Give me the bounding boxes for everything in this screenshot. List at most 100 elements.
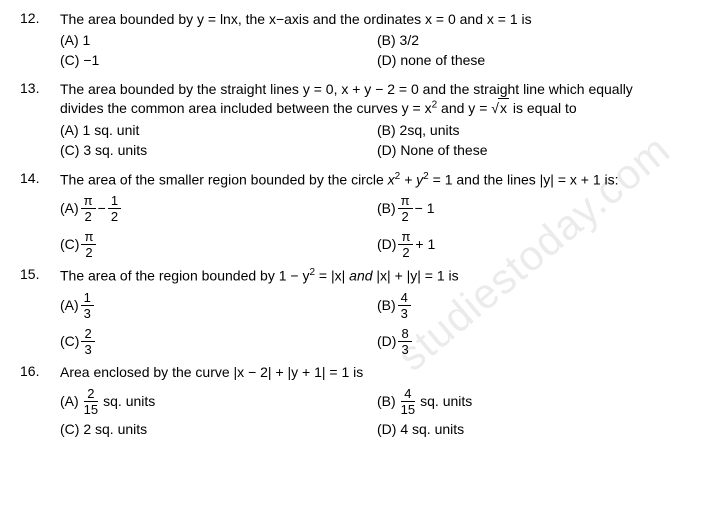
option-b: (B) 3/2 bbox=[377, 30, 694, 50]
den: 2 bbox=[399, 209, 412, 223]
eq2: |y| = x + 1 bbox=[540, 171, 601, 187]
num: π bbox=[398, 194, 413, 209]
question-body: Area enclosed by the curve |x − 2| + |y … bbox=[60, 363, 694, 439]
num: π bbox=[398, 230, 413, 245]
fraction: π2 bbox=[81, 230, 96, 259]
question-12: 12. The area bounded by y = lnx, the x−a… bbox=[20, 10, 694, 70]
num: 2 bbox=[84, 387, 97, 402]
question-body: The area bounded by the straight lines y… bbox=[60, 80, 694, 159]
option-d: (D) 83 bbox=[377, 323, 694, 359]
question-text: The area of the smaller region bounded b… bbox=[60, 170, 694, 189]
num: 8 bbox=[398, 327, 411, 342]
question-body: The area bounded by y = lnx, the x−axis … bbox=[60, 10, 694, 70]
eq: |x − 2| + |y + 1| = 1 bbox=[234, 364, 350, 380]
question-number: 15. bbox=[20, 266, 60, 359]
sqrt-x: x bbox=[498, 98, 509, 117]
question-13: 13. The area bounded by the straight lin… bbox=[20, 80, 694, 159]
text-pre: Area enclosed by the curve bbox=[60, 364, 234, 380]
question-number: 14. bbox=[20, 170, 60, 263]
fraction: 12 bbox=[108, 194, 121, 223]
den: 3 bbox=[398, 342, 411, 356]
option-c: (C) 3 sq. units bbox=[60, 140, 377, 160]
fraction: 13 bbox=[81, 291, 94, 320]
options: (A) 1 sq. unit (B) 2sq, units (C) 3 sq. … bbox=[60, 120, 694, 160]
opt-pre: (C) bbox=[60, 333, 79, 349]
question-text: Area enclosed by the curve |x − 2| + |y … bbox=[60, 363, 694, 381]
question-body: The area of the smaller region bounded b… bbox=[60, 170, 694, 263]
opt-pre: (B) bbox=[377, 200, 396, 216]
opt-pre: (D) bbox=[377, 236, 396, 252]
den: 15 bbox=[398, 402, 418, 416]
question-text: The area bounded by the straight lines y… bbox=[60, 80, 694, 117]
options: (A) 1 (B) 3/2 (C) −1 (D) none of these bbox=[60, 30, 694, 70]
question-15: 15. The area of the region bounded by 1 … bbox=[20, 266, 694, 359]
fraction: 23 bbox=[81, 327, 94, 356]
option-c: (C) −1 bbox=[60, 50, 377, 70]
text-line2-pre: divides the common area included between… bbox=[60, 100, 432, 116]
num: 1 bbox=[108, 194, 121, 209]
opt-post: sq. units bbox=[103, 393, 155, 409]
question-number: 16. bbox=[20, 363, 60, 439]
fraction: π2 bbox=[398, 194, 413, 223]
text-mid: and bbox=[345, 268, 376, 284]
eq1-r: = |x| bbox=[315, 268, 345, 284]
question-14: 14. The area of the smaller region bound… bbox=[20, 170, 694, 263]
options: (A) 215 sq. units (B) 415 sq. units (C) … bbox=[60, 383, 694, 439]
opt-pre: (A) bbox=[60, 393, 79, 409]
num: π bbox=[81, 194, 96, 209]
num: 4 bbox=[401, 387, 414, 402]
den: 3 bbox=[398, 306, 411, 320]
option-c: (C) 2 sq. units bbox=[60, 419, 377, 439]
option-a: (A) 1 bbox=[60, 30, 377, 50]
den: 2 bbox=[399, 245, 412, 259]
option-d: (D) π2 + 1 bbox=[377, 226, 694, 262]
text-post: is bbox=[349, 364, 363, 380]
num: π bbox=[81, 230, 96, 245]
eq1-l: 1 − y bbox=[279, 268, 310, 284]
option-c: (C) π2 bbox=[60, 226, 377, 262]
fraction: 83 bbox=[398, 327, 411, 356]
option-c: (C) 23 bbox=[60, 323, 377, 359]
text-line2-mid: and y = bbox=[437, 100, 491, 116]
den: 2 bbox=[82, 245, 95, 259]
opt-pre: (D) bbox=[377, 333, 396, 349]
question-body: The area of the region bounded by 1 − y2… bbox=[60, 266, 694, 359]
fraction: π2 bbox=[398, 230, 413, 259]
option-d: (D) 4 sq. units bbox=[377, 419, 694, 439]
question-text: The area of the region bounded by 1 − y2… bbox=[60, 266, 694, 285]
num: 2 bbox=[81, 327, 94, 342]
opt-pre: (B) bbox=[377, 393, 396, 409]
opt-mid: − bbox=[98, 200, 106, 216]
opt-pre: (A) bbox=[60, 200, 79, 216]
fraction: 43 bbox=[398, 291, 411, 320]
option-b: (B) 43 bbox=[377, 287, 694, 323]
opt-post: + 1 bbox=[415, 236, 435, 252]
opt-pre: (C) bbox=[60, 236, 79, 252]
opt-pre: (A) bbox=[60, 297, 79, 313]
den: 15 bbox=[81, 402, 101, 416]
opt-post: − 1 bbox=[415, 200, 435, 216]
eq1-r: = 1 bbox=[429, 171, 453, 187]
text-post: is bbox=[445, 268, 459, 284]
eq1-mid: + y bbox=[400, 171, 423, 187]
text-line2-post: is equal to bbox=[509, 100, 577, 116]
option-a: (A) 1 sq. unit bbox=[60, 120, 377, 140]
option-b: (B) 2sq, units bbox=[377, 120, 694, 140]
den: 3 bbox=[81, 342, 94, 356]
text-mid: and the lines bbox=[452, 171, 539, 187]
option-a: (A) 13 bbox=[60, 287, 377, 323]
question-16: 16. Area enclosed by the curve |x − 2| +… bbox=[20, 363, 694, 439]
option-d: (D) None of these bbox=[377, 140, 694, 160]
question-text: The area bounded by y = lnx, the x−axis … bbox=[60, 10, 694, 28]
option-a: (A) 215 sq. units bbox=[60, 383, 377, 419]
fraction: 415 bbox=[398, 387, 418, 416]
fraction: π2 bbox=[81, 194, 96, 223]
num: 4 bbox=[398, 291, 411, 306]
options: (A) π2 − 12 (B) π2 − 1 (C) π2 (D) π2 + 1 bbox=[60, 190, 694, 262]
text-post: is: bbox=[601, 171, 619, 187]
den: 2 bbox=[108, 209, 121, 223]
text-pre: The area of the smaller region bounded b… bbox=[60, 171, 388, 187]
den: 2 bbox=[82, 209, 95, 223]
den: 3 bbox=[81, 306, 94, 320]
options: (A) 13 (B) 43 (C) 23 (D) 83 bbox=[60, 287, 694, 359]
